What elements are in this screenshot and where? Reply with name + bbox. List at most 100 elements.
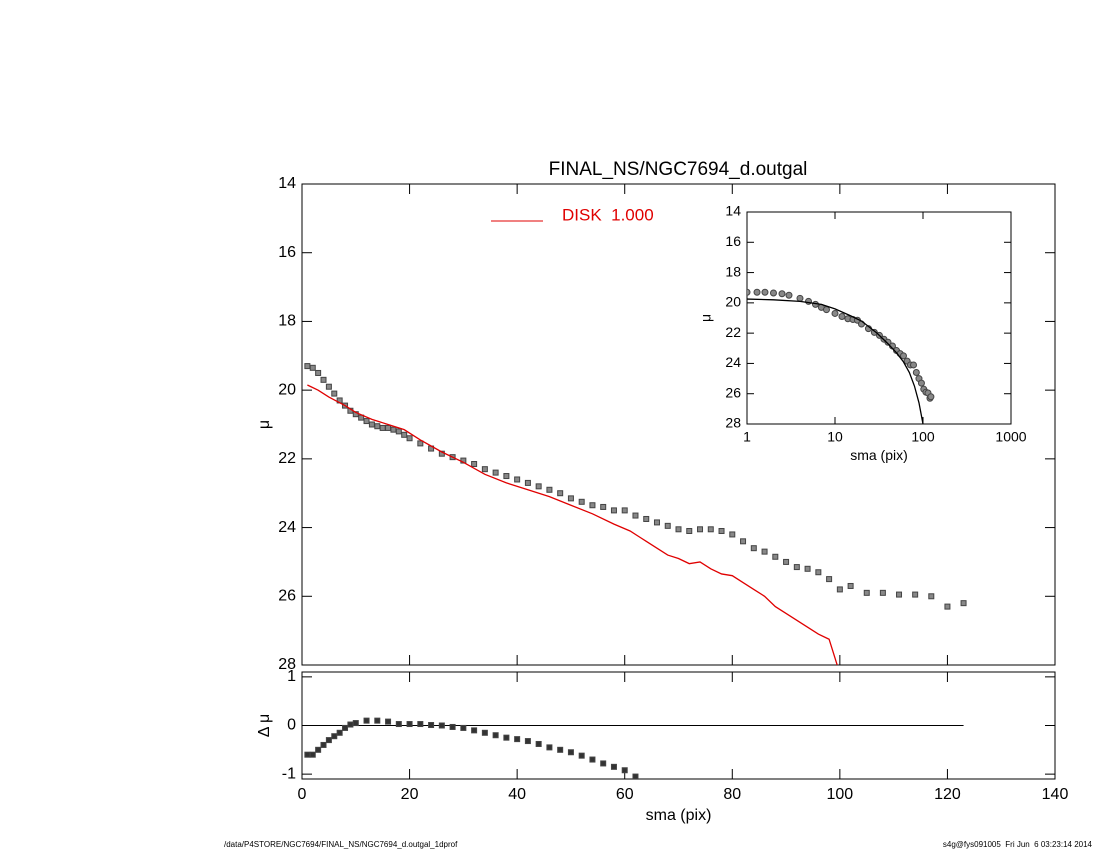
y-axis-label: μ (698, 314, 714, 322)
y-tick-label: 22 (725, 324, 741, 340)
point (557, 490, 564, 497)
point (879, 589, 886, 596)
point (815, 569, 822, 576)
y-tick-label: 18 (725, 263, 741, 279)
y-tick-label: 22 (278, 450, 296, 467)
point (910, 361, 918, 369)
y-tick-label: -1 (282, 765, 296, 782)
point (503, 473, 510, 480)
point (796, 294, 804, 302)
x-tick-label: 120 (934, 786, 961, 803)
point (417, 440, 424, 447)
point (653, 519, 660, 526)
point (492, 732, 499, 739)
point (778, 290, 786, 298)
point (557, 746, 564, 753)
point (600, 503, 607, 510)
point (438, 722, 445, 729)
point (675, 526, 682, 533)
footer-left: /data/P4STORE/NGC7694/FINAL_NS/NGC7694_d… (224, 840, 458, 849)
point (783, 558, 790, 565)
point (632, 773, 639, 779)
point (304, 751, 311, 758)
point (643, 515, 650, 522)
point (589, 756, 596, 763)
point (826, 576, 833, 583)
point (740, 538, 747, 545)
point (471, 727, 478, 734)
y-tick-label: 26 (278, 588, 296, 605)
point (750, 545, 757, 552)
point (836, 586, 843, 593)
point (578, 752, 585, 759)
plot-content (302, 717, 964, 779)
y-tick-label: 14 (725, 203, 741, 219)
point (917, 379, 925, 387)
point (320, 741, 327, 748)
point (325, 383, 332, 390)
y-tick-label: 26 (725, 384, 741, 400)
legend-label: DISK 1.000 (562, 205, 654, 224)
plot-area (746, 211, 1012, 425)
point (785, 291, 793, 299)
point (804, 565, 811, 572)
point (870, 328, 878, 336)
y-tick-label: 16 (278, 244, 296, 261)
point (331, 733, 338, 740)
y-tick-label: 14 (278, 175, 296, 192)
point (325, 737, 332, 744)
point (374, 423, 381, 430)
point (309, 364, 316, 371)
point (838, 312, 846, 320)
point (406, 435, 413, 442)
point (471, 461, 478, 468)
point (600, 760, 607, 767)
x-tick-label: 140 (1042, 786, 1069, 803)
point (492, 469, 499, 476)
y-axis-label: Δ μ (256, 714, 273, 737)
point (320, 376, 327, 383)
y-tick-label: 28 (278, 656, 296, 673)
point (428, 722, 435, 729)
point (621, 767, 628, 774)
x-tick-label: 60 (616, 786, 634, 803)
x-axis-label: sma (pix) (646, 807, 712, 824)
point (944, 603, 951, 610)
point (707, 526, 714, 533)
panel: 1 10 100 1000 14 16 18 20 22 24 26 28 sma (pix) μ (698, 203, 1027, 463)
point (514, 476, 521, 483)
point (686, 528, 693, 535)
point (697, 526, 704, 533)
point (863, 589, 870, 596)
point (847, 582, 854, 589)
point (481, 466, 488, 473)
point (406, 721, 413, 728)
point (928, 593, 935, 600)
y-tick-label: 0 (287, 717, 296, 734)
y-tick-label: 18 (278, 313, 296, 330)
line (747, 298, 924, 424)
x-tick-label: 1 (743, 429, 751, 445)
point (610, 763, 617, 770)
point (621, 507, 628, 514)
point (304, 363, 311, 370)
point (347, 721, 354, 728)
line (307, 384, 838, 665)
point (899, 352, 907, 360)
point (368, 421, 375, 428)
x-tick-label: 10 (827, 429, 843, 445)
footer-right: s4g@fys091005 Fri Jun 6 03:23:14 2014 (943, 840, 1093, 849)
y-tick-label: 20 (278, 381, 296, 398)
point (567, 495, 574, 502)
point (912, 369, 920, 377)
point (718, 528, 725, 535)
point (822, 306, 830, 314)
x-tick-label: 20 (401, 786, 419, 803)
point (503, 734, 510, 741)
point (884, 338, 892, 346)
y-tick-label: 24 (725, 354, 741, 370)
point (336, 729, 343, 736)
y-tick-label: 1 (287, 668, 296, 685)
point (374, 717, 381, 724)
